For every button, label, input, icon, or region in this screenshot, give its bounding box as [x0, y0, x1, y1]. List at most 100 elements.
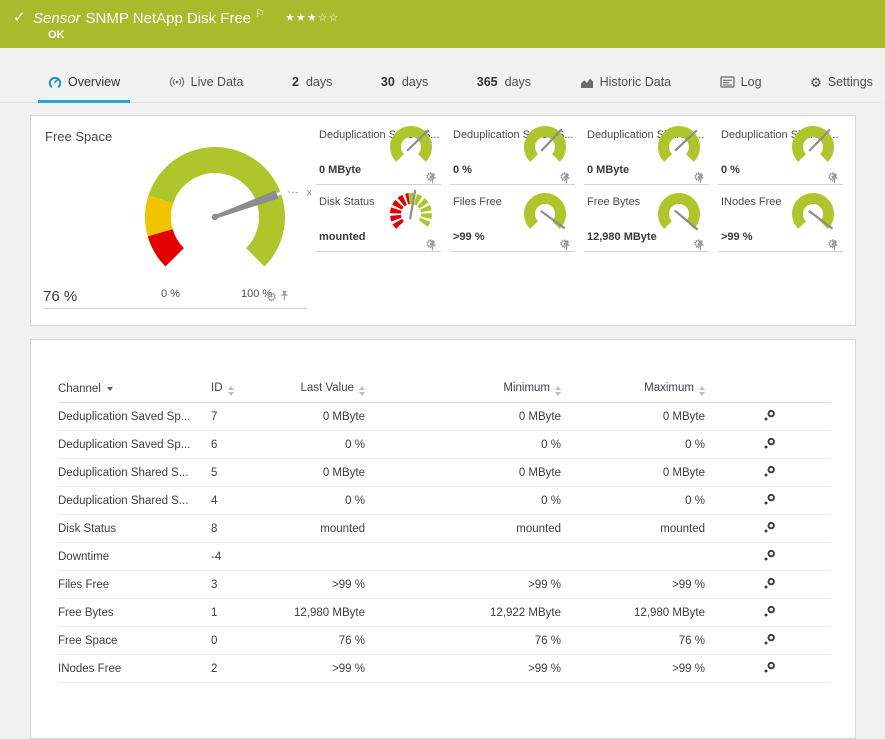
table-row: Downtime -4: [58, 543, 831, 571]
gauge-title: Free Bytes: [587, 196, 641, 208]
tab-number: 30: [380, 75, 395, 89]
gear-icon[interactable]: ⚙: [827, 237, 838, 251]
tab-label: days: [305, 75, 333, 89]
gear-icon[interactable]: ⚙: [559, 170, 570, 184]
gear-icon[interactable]: ⚙: [559, 237, 570, 251]
gear-icon[interactable]: ⚙: [425, 237, 436, 251]
cell-id: 4: [211, 494, 218, 507]
column-header-maximum[interactable]: Maximum: [561, 382, 705, 396]
tab-historic-data[interactable]: Historic Data: [570, 62, 682, 103]
gauge-title: INodes Free: [721, 196, 782, 208]
channel-settings-icon[interactable]: [763, 493, 776, 506]
tab-live-data[interactable]: Live Data: [159, 62, 254, 103]
channel-settings-icon[interactable]: [763, 409, 776, 422]
cell-channel: Free Bytes: [58, 606, 114, 619]
gear-icon[interactable]: ⚙: [827, 170, 838, 184]
cell-minimum: 0 MByte: [518, 466, 561, 479]
column-label: Maximum: [644, 382, 694, 394]
gauge-value: 12,980 MByte: [587, 231, 657, 243]
stars-filled[interactable]: ★★★: [285, 12, 318, 24]
gauge-tile-deduplication-shared: Deduplication Shared ... 0 MByte ⚙: [584, 118, 709, 185]
cell-minimum: 76 %: [534, 634, 561, 647]
gear-icon[interactable]: ⚙: [425, 170, 436, 184]
svg-text:x: x: [307, 187, 312, 198]
column-label: Last Value: [300, 382, 355, 394]
gauge-tile-files-free: Files Free >99 % ⚙: [450, 185, 575, 252]
cell-channel: Files Free: [58, 578, 110, 591]
sensor-type-label: Sensor: [33, 10, 81, 27]
cell-minimum: 0 MByte: [518, 410, 561, 423]
column-label: ID: [211, 382, 223, 394]
pin-icon[interactable]: [280, 288, 289, 306]
deduplication-shared-gauge: [658, 126, 700, 162]
cell-maximum: mounted: [660, 522, 705, 535]
tab-settings[interactable]: ⚙ Settings: [800, 62, 883, 103]
channel-settings-icon[interactable]: [763, 633, 776, 646]
channel-settings-icon[interactable]: [763, 605, 776, 618]
tab-30-days[interactable]: 30 days: [371, 62, 438, 103]
sensor-title-line: Sensor SNMP NetApp Disk Free ⚐ ★★★☆☆: [33, 7, 339, 27]
channel-settings-icon[interactable]: [763, 661, 776, 674]
tab-365-days[interactable]: 365 days: [467, 62, 541, 103]
cell-last-value: mounted: [320, 522, 365, 535]
stars-empty[interactable]: ☆☆: [317, 12, 340, 24]
cell-id: 5: [211, 466, 218, 479]
cell-actions: [705, 577, 833, 593]
column-header-minimum[interactable]: Minimum: [365, 382, 561, 396]
table-row: Deduplication Saved Sp... 6 0 % 0 % 0 %: [58, 431, 831, 459]
cell-maximum: >99 %: [672, 578, 705, 591]
tile-actions: ⚙: [425, 237, 439, 251]
column-label: Channel: [58, 383, 101, 395]
column-header-id[interactable]: ID: [211, 382, 287, 396]
tab-overview[interactable]: Overview: [38, 62, 131, 103]
gear-icon[interactable]: ⚙: [693, 170, 704, 184]
cell-maximum: 0 MByte: [662, 410, 705, 423]
chart-icon: [580, 76, 594, 89]
channel-table: Channel ID Last Value Minimum Maximum Dedupli…: [58, 376, 831, 683]
channel-settings-icon[interactable]: [763, 465, 776, 478]
channel-settings-icon[interactable]: [763, 577, 776, 590]
gauge-tile-deduplication-saved-s: Deduplication Saved S... 0 % ⚙: [450, 118, 575, 185]
table-row: Deduplication Saved Sp... 7 0 MByte 0 MByte…: [58, 403, 831, 431]
free-space-gauge-tile: Free Space x 76 % 0 % 100 % ⚙: [43, 116, 312, 309]
gear-icon[interactable]: ⚙: [266, 290, 277, 304]
channel-settings-icon[interactable]: [763, 437, 776, 450]
inodes-free-gauge: [792, 193, 834, 230]
cell-actions: [705, 465, 833, 481]
free-space-gauge: x: [145, 147, 312, 267]
cell-actions: [705, 409, 833, 425]
table-row: Deduplication Shared S... 5 0 MByte 0 MByte…: [58, 459, 831, 487]
channel-settings-icon[interactable]: [763, 521, 776, 534]
table-row: Free Space 0 76 % 76 % 76 %: [58, 627, 831, 655]
sensor-status-badge: OK: [48, 29, 65, 41]
sensor-title: SNMP NetApp Disk Free: [85, 10, 252, 27]
gauge-tile-inodes-free: INodes Free >99 % ⚙: [718, 185, 843, 252]
cell-id: 2: [211, 662, 218, 675]
cell-minimum: 0 %: [541, 494, 561, 507]
gauge-icon: [48, 75, 62, 89]
gear-icon[interactable]: ⚙: [693, 237, 704, 251]
flag-icon[interactable]: ⚐: [255, 8, 266, 20]
tab-2-days[interactable]: 2 days: [282, 62, 342, 103]
column-header-last-value[interactable]: Last Value: [287, 382, 365, 396]
cell-actions: [705, 633, 833, 649]
cell-channel: Deduplication Saved Sp...: [58, 438, 191, 451]
free-bytes-gauge: [658, 193, 700, 231]
gauge-tile-disk-status: Disk Status mounted ⚙: [316, 185, 441, 252]
tab-log[interactable]: Log: [710, 62, 772, 103]
disk-status-gauge: [390, 189, 432, 229]
cell-id: -4: [211, 550, 222, 563]
deduplication-shared-gauge: [792, 126, 834, 162]
column-header-channel[interactable]: Channel: [58, 383, 211, 395]
cell-channel: INodes Free: [58, 662, 122, 675]
cell-actions: [705, 549, 833, 565]
channel-settings-icon[interactable]: [763, 549, 776, 562]
tile-actions: ⚙: [693, 237, 707, 251]
cell-last-value: >99 %: [332, 578, 365, 591]
gauge-value: 0 %: [721, 164, 740, 176]
cell-maximum: 0 %: [685, 438, 705, 451]
priority-stars[interactable]: ★★★☆☆: [285, 12, 339, 24]
status-check-icon: ✓: [13, 9, 26, 26]
cell-actions: [705, 521, 833, 537]
